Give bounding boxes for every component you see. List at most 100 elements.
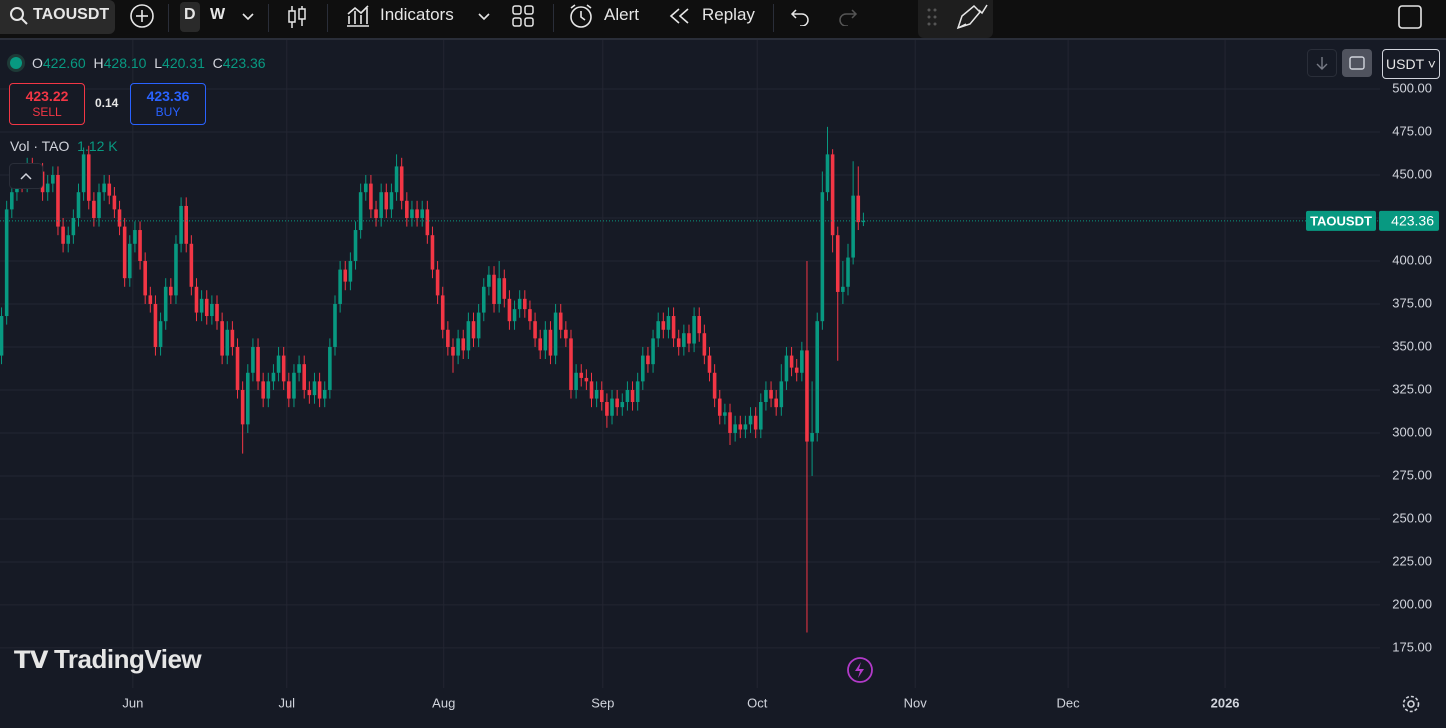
indicators[interactable]: Indicators (380, 5, 454, 24)
candle-body (687, 333, 691, 344)
price-tag-value: 423.36 (1391, 213, 1434, 229)
buy-button[interactable]: 423.36 BUY (130, 83, 206, 125)
candle-body (405, 200, 409, 218)
candle-body (810, 432, 814, 442)
sell-button[interactable]: 423.22 SELL (9, 83, 85, 125)
add-symbol[interactable] (129, 3, 155, 29)
candle-body (112, 195, 117, 210)
candle-body (307, 389, 312, 396)
lightning-button[interactable] (846, 656, 874, 684)
drawing-panel (918, 0, 993, 38)
candle-body (394, 166, 399, 193)
candle-body (615, 398, 619, 408)
candle-body (492, 274, 496, 304)
y-tick-label: 450.00 (1392, 166, 1432, 181)
candle-body (661, 321, 666, 330)
layouts-icon[interactable] (511, 4, 535, 28)
legend-value: 420.31 (162, 55, 205, 71)
candle-body (56, 175, 60, 227)
candle-body (410, 209, 414, 218)
buy-label: BUY (155, 105, 181, 119)
indicators-icon[interactable] (345, 4, 371, 30)
settings[interactable] (1400, 693, 1422, 715)
candle-body (574, 372, 578, 390)
candle-body (548, 329, 553, 356)
candle-body (512, 309, 517, 322)
candle-body (76, 192, 81, 218)
interval[interactable]: D (184, 6, 196, 23)
candle-body (528, 309, 532, 322)
candle-body (446, 329, 450, 347)
scroll-down[interactable] (1307, 49, 1337, 77)
candle-body (328, 346, 332, 390)
candle-body (369, 183, 373, 210)
interval-active (180, 2, 200, 32)
candle-body (476, 312, 481, 339)
candle-body (220, 321, 224, 356)
drawing-tool[interactable] (955, 2, 989, 32)
currency-select[interactable]: USDT ˅ (1382, 49, 1440, 79)
chart-type-icon[interactable] (286, 4, 308, 30)
candle-body (333, 303, 337, 347)
candle-body (456, 338, 460, 356)
candle-body (523, 298, 527, 310)
collapse-legend[interactable] (9, 163, 43, 189)
spread: 0.14 (95, 96, 119, 110)
sell-price: 423.22 (25, 88, 69, 104)
candle-body (374, 209, 378, 218)
candle-body (538, 338, 542, 351)
replay[interactable]: Replay (702, 5, 755, 24)
ohlc-legend: O422.60 H428.10 L420.31 C423.36 (10, 55, 266, 71)
candle-body (620, 402, 625, 408)
volume-label: Vol · TAO (10, 138, 70, 154)
candle-body (420, 209, 425, 218)
candle-body (179, 205, 183, 244)
auto-scale[interactable] (1342, 49, 1372, 77)
candle-body (10, 192, 14, 210)
candle-body (138, 230, 142, 261)
candle-body (271, 372, 276, 382)
drag-handle[interactable] (926, 7, 938, 27)
candle-body (92, 200, 96, 218)
candle-body (425, 209, 430, 236)
candle-body (656, 321, 660, 339)
candle-body (784, 355, 789, 382)
redo[interactable] (837, 6, 859, 26)
candle-body (379, 192, 383, 218)
alert-icon[interactable] (567, 3, 595, 31)
candle-body (117, 209, 122, 227)
symbol-search[interactable] (0, 0, 115, 34)
interval[interactable]: W (210, 6, 226, 23)
candle-body (481, 286, 486, 313)
candle-body (235, 346, 240, 390)
candles (0, 126, 866, 633)
x-tick-label: Jul (278, 695, 295, 710)
candle-body (759, 402, 763, 430)
symbol[interactable]: TAOUSDT (33, 6, 110, 23)
y-tick-label: 200.00 (1392, 596, 1432, 611)
candle-body (569, 338, 573, 390)
candle-body (266, 381, 271, 399)
alert[interactable]: Alert (604, 5, 639, 24)
chevron[interactable] (477, 9, 491, 23)
candle-body (215, 303, 219, 322)
candle-body (148, 295, 153, 304)
candle-body (584, 377, 589, 382)
sell-label: SELL (32, 105, 62, 119)
candle-body (738, 424, 743, 430)
chevron[interactable] (241, 9, 255, 23)
candle-body (66, 235, 71, 244)
fullscreen[interactable] (1397, 4, 1423, 30)
replay-icon[interactable] (668, 6, 692, 26)
y-tick-label: 300.00 (1392, 424, 1432, 439)
candle-body (723, 412, 727, 416)
legend-label: O (32, 55, 43, 71)
candle-body (322, 389, 327, 399)
undo[interactable] (789, 6, 811, 26)
candle-body (435, 269, 440, 296)
candle-body (779, 381, 784, 408)
candle-body (163, 286, 168, 322)
candle-body (240, 389, 245, 425)
candle-body (199, 298, 204, 313)
